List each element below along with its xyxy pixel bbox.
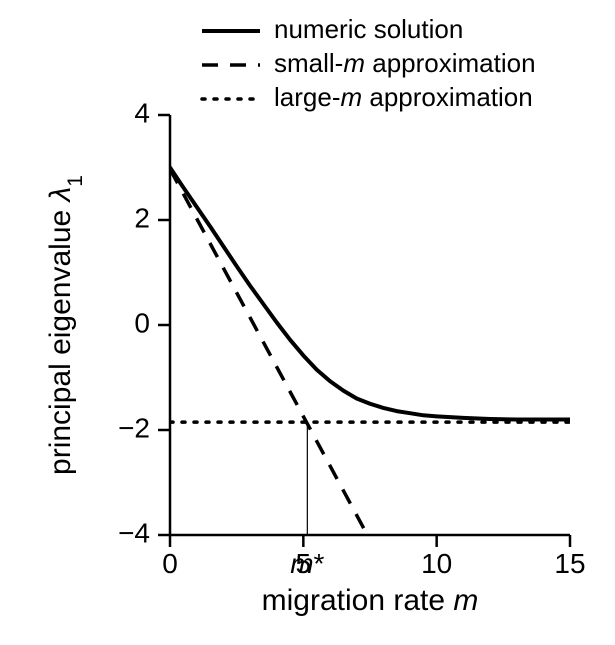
legend-label: numeric solution	[274, 14, 463, 44]
chart-svg: −4−2024051015m*migration rate mprincipal…	[0, 0, 615, 645]
xtick-label: 15	[554, 548, 585, 579]
legend-label: large-m approximation	[274, 82, 533, 112]
legend-label: small-m approximation	[274, 48, 536, 78]
mstar-label: m*	[290, 548, 324, 579]
ytick-label: 0	[134, 307, 150, 338]
x-axis-label: migration rate m	[262, 584, 479, 617]
ytick-label: 2	[134, 202, 150, 233]
ytick-label: −2	[118, 412, 150, 443]
xtick-label: 10	[421, 548, 452, 579]
xtick-label: 0	[162, 548, 178, 579]
ytick-label: −4	[118, 517, 150, 548]
eigenvalue-chart: −4−2024051015m*migration rate mprincipal…	[0, 0, 615, 645]
ytick-label: 4	[134, 97, 150, 128]
